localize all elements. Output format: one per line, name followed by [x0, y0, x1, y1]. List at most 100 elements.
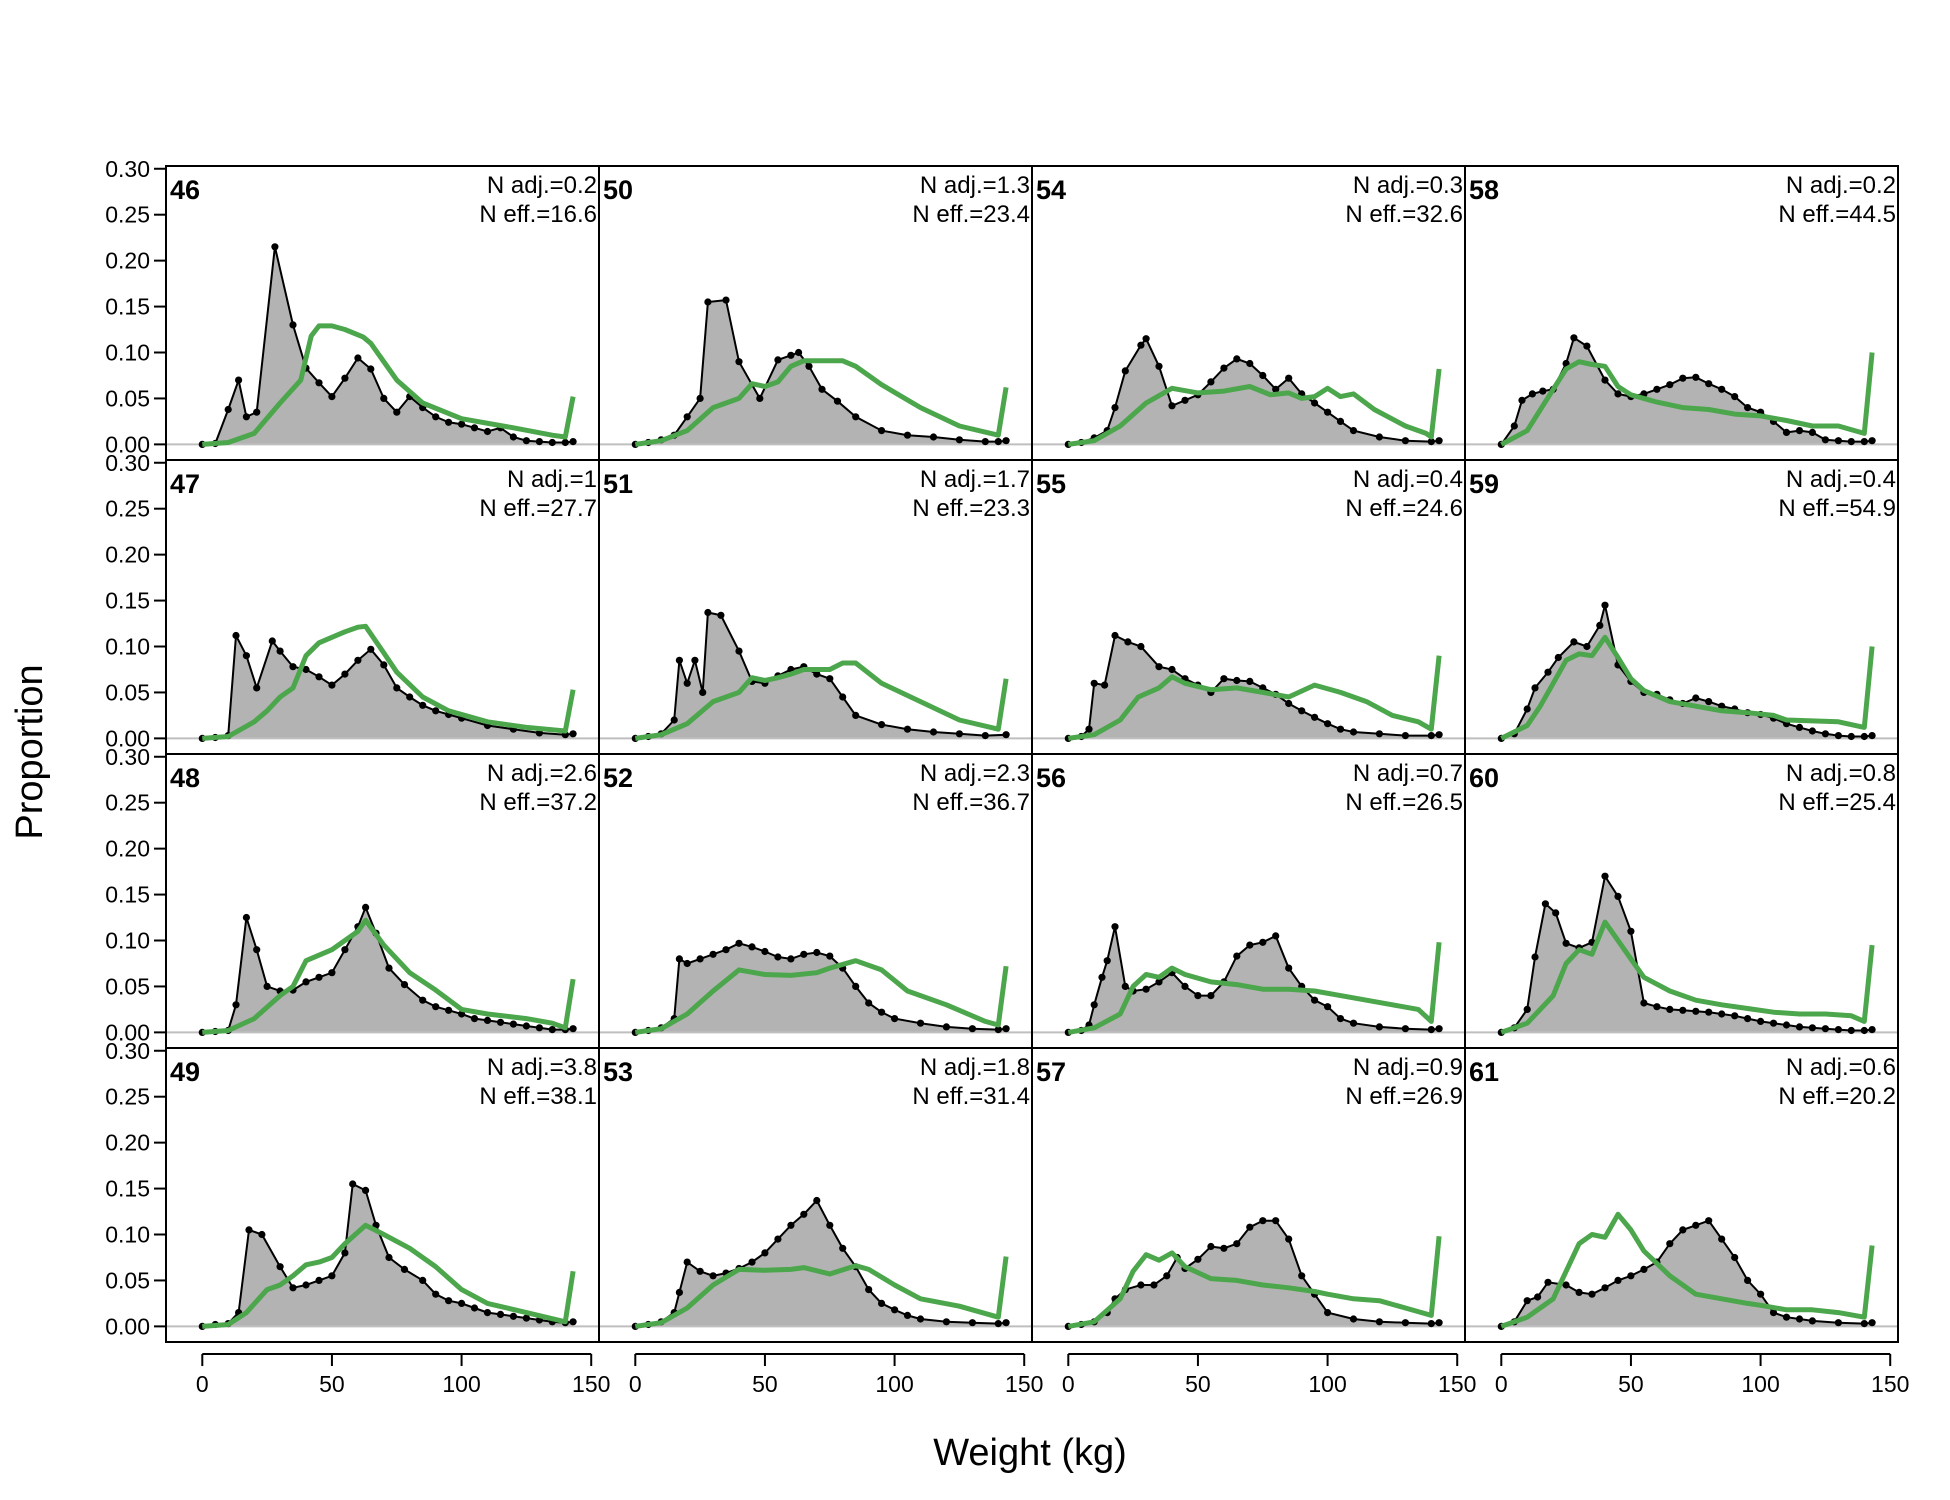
observed-point-58-4	[1539, 387, 1547, 395]
y-axis-row-2: 0.00 0.05 0.10 0.15 0.20 0.25 0.30	[105, 450, 166, 751]
observed-point-46-29	[569, 438, 577, 446]
observed-point-58-13	[1653, 385, 1661, 393]
observed-point-60-16	[1692, 1007, 1700, 1015]
observed-area-52	[635, 943, 1007, 1033]
observed-point-48-18	[419, 996, 427, 1004]
observed-point-54-14	[1233, 355, 1241, 363]
observed-point-59-2	[1523, 705, 1531, 713]
observed-point-54-27	[1435, 437, 1443, 445]
x-axis-col-3: 0 50 100 150	[1062, 1353, 1476, 1397]
panel-label-48: 48	[170, 763, 200, 793]
y-axes: 0.000.050.100.150.200.250.300.000.050.10…	[105, 156, 166, 1339]
observed-point-54-20	[1311, 399, 1319, 407]
y-tick-label-2-2: 0.10	[105, 634, 150, 660]
observed-area-59	[1501, 605, 1873, 739]
observed-point-48-25	[509, 1020, 517, 1028]
panel-49: 49 N adj.=3.8N eff.=38.1	[165, 1047, 600, 1343]
observed-point-50-7	[722, 296, 730, 304]
n-adj-51: N adj.=1.7	[920, 466, 1030, 493]
observed-point-49-20	[458, 1299, 466, 1307]
y-tick-label-4-6: 0.30	[105, 1038, 150, 1064]
observed-line-55	[1068, 634, 1440, 740]
observed-point-52-8	[722, 946, 730, 954]
observed-point-59-30	[1868, 732, 1876, 740]
observed-point-54-23	[1349, 427, 1358, 435]
panel-57: 57 N adj.=0.9N eff.=26.9	[1031, 1047, 1466, 1343]
y-tick-label-4-1: 0.05	[105, 1267, 150, 1293]
observed-point-52-21	[891, 1015, 899, 1023]
observed-point-47-14	[367, 645, 375, 653]
observed-point-58-15	[1679, 374, 1687, 382]
observed-point-55-5	[1111, 631, 1119, 640]
observed-point-52-25	[994, 1026, 1002, 1034]
observed-point-57-11	[1194, 1255, 1202, 1263]
panel-label-46: 46	[170, 175, 200, 205]
observed-point-48-19	[432, 1003, 440, 1011]
expected-line-58	[1500, 352, 1875, 447]
observed-point-59-26	[1821, 730, 1829, 738]
observed-point-54-6	[1137, 341, 1145, 349]
observed-point-48-27	[535, 1024, 544, 1032]
observed-point-59-25	[1808, 727, 1816, 735]
observed-point-61-20	[1757, 1290, 1765, 1298]
observed-point-50-21	[981, 438, 989, 446]
observed-area-51	[635, 612, 1007, 739]
panel-label-60: 60	[1469, 763, 1499, 793]
observed-point-47-5	[253, 684, 261, 692]
observed-point-55-6	[1124, 638, 1132, 646]
observed-point-48-10	[315, 973, 323, 981]
observed-point-56-9	[1142, 985, 1150, 993]
observed-point-55-23	[1349, 728, 1358, 736]
observed-point-56-13	[1194, 992, 1202, 1000]
panel-label-51: 51	[603, 469, 633, 499]
x-tick-label-3-0: 0	[1062, 1371, 1075, 1397]
observed-point-47-18	[419, 701, 427, 709]
observed-point-59-6	[1570, 638, 1578, 646]
n-eff-56: N eff.=26.5	[1345, 789, 1463, 816]
observed-point-51-6	[691, 656, 699, 664]
y-tick-label-2-1: 0.05	[105, 679, 150, 705]
observed-point-49-29	[569, 1318, 577, 1326]
n-eff-60: N eff.=25.4	[1778, 789, 1896, 816]
observed-point-57-7	[1150, 1281, 1158, 1289]
observed-point-56-29	[1435, 1025, 1443, 1033]
observed-point-55-20	[1311, 713, 1319, 721]
observed-point-48-26	[522, 1022, 531, 1030]
x-axis-col-4: 0 50 100 150	[1495, 1353, 1909, 1397]
observed-point-54-25	[1401, 437, 1409, 445]
observed-point-61-9	[1614, 1276, 1622, 1284]
observed-point-61-21	[1769, 1309, 1778, 1317]
observed-point-46-12	[354, 354, 362, 362]
observed-point-58-10	[1614, 390, 1622, 398]
observed-line-50	[635, 299, 1007, 446]
observed-point-57-17	[1272, 1217, 1280, 1225]
observed-point-56-27	[1401, 1025, 1409, 1033]
observed-area-50	[635, 300, 1007, 445]
observed-point-60-12	[1640, 999, 1648, 1007]
observed-point-49-5	[258, 1230, 266, 1239]
observed-point-47-4	[242, 652, 250, 660]
observed-point-53-6	[696, 1267, 704, 1275]
observed-point-54-12	[1207, 378, 1215, 386]
observed-point-56-25	[1349, 1019, 1358, 1027]
observed-point-56-28	[1427, 1026, 1435, 1034]
observed-area-53	[635, 1200, 1007, 1327]
observed-point-48-12	[341, 946, 349, 954]
observed-point-61-22	[1782, 1313, 1791, 1321]
observed-point-58-25	[1808, 428, 1816, 436]
expected-line-46	[202, 323, 576, 447]
observed-point-46-2	[224, 405, 232, 414]
observed-point-58-8	[1583, 342, 1591, 350]
panel-48: 48 N adj.=2.6N eff.=37.2	[165, 753, 600, 1049]
observed-point-57-14	[1233, 1240, 1241, 1248]
observed-point-50-16	[852, 413, 860, 421]
y-tick-label-1-1: 0.05	[105, 385, 150, 411]
observed-point-56-20	[1285, 964, 1293, 972]
observed-point-54-10	[1181, 396, 1189, 404]
y-tick-label-2-6: 0.30	[105, 450, 150, 476]
observed-point-49-7	[289, 1284, 297, 1292]
observed-point-57-18	[1285, 1235, 1293, 1243]
observed-point-55-25	[1401, 732, 1409, 740]
observed-point-46-14	[380, 394, 388, 402]
